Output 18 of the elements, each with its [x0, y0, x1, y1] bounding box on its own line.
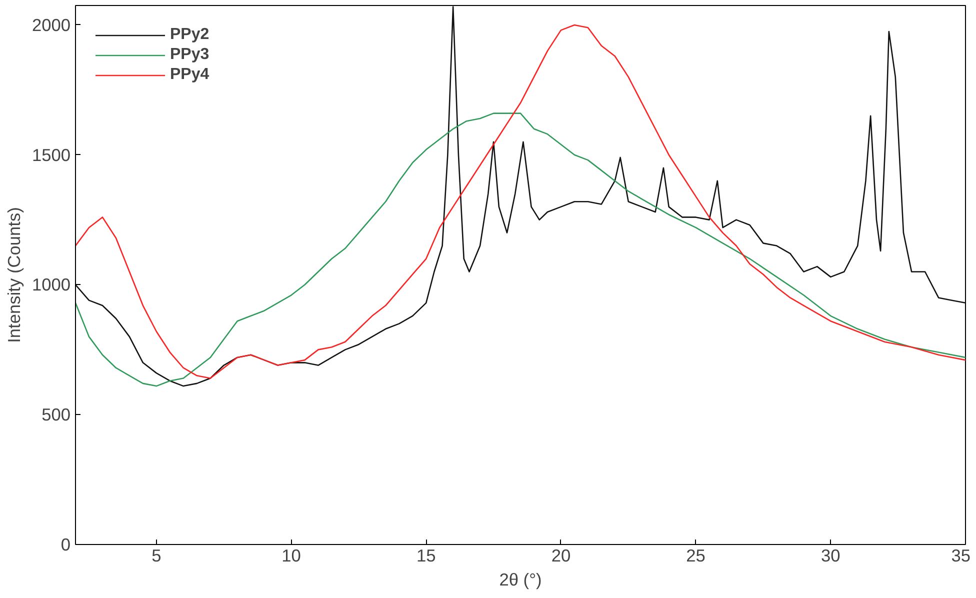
x-axis-title: 2θ (°)	[499, 570, 542, 590]
x-tick-label: 10	[282, 546, 301, 566]
x-tick-label: 30	[821, 546, 840, 566]
line-series	[76, 112, 966, 387]
x-tick-label: 15	[416, 546, 436, 566]
y-tick-label: 1000	[32, 274, 71, 295]
y-axis-title: Intensity (Counts)	[4, 207, 24, 343]
y-tick-label: 500	[42, 404, 71, 425]
legend-label: PPy2	[170, 26, 210, 44]
y-tick-label: 2000	[32, 14, 71, 35]
x-tick-label: 20	[551, 546, 571, 566]
x-tick-label: 35	[951, 546, 971, 566]
y-tick-label: 1500	[32, 144, 71, 165]
x-tick-label: 25	[686, 546, 706, 566]
x-tick-label: 5	[152, 546, 162, 566]
legend-label: PPy3	[170, 46, 210, 64]
legend-label: PPy4	[170, 66, 210, 84]
y-tick-label: 0	[60, 534, 71, 554]
